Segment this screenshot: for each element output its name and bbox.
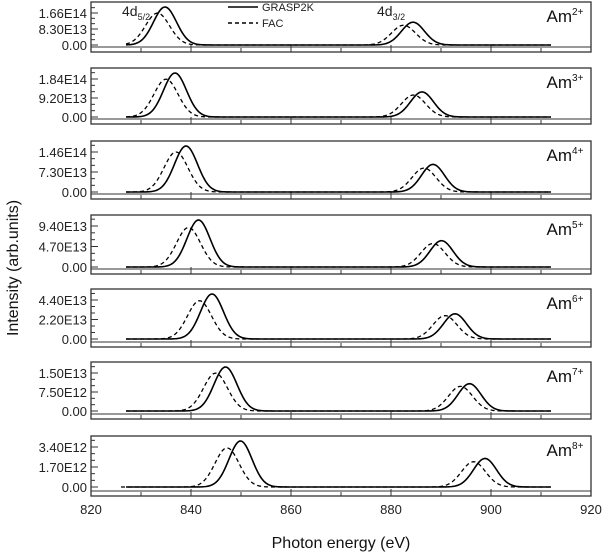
y-tick-label: 0.00 xyxy=(62,38,87,53)
curve-fac xyxy=(126,151,551,193)
peak-annotations: 4d5/2 4d3/2 xyxy=(122,3,405,22)
ion-label: Am8+ xyxy=(547,441,584,460)
panel-frame xyxy=(90,67,592,125)
legend: GRASP2K FAC xyxy=(228,2,315,30)
ion-label: Am4+ xyxy=(547,146,584,165)
x-tick-label: 820 xyxy=(80,502,102,517)
curve-fac xyxy=(121,447,551,488)
panel-frame xyxy=(90,140,592,200)
y-tick-label: 4.40E13 xyxy=(39,293,87,308)
ion-label: Am6+ xyxy=(547,294,584,313)
y-tick-label: 1.66E14 xyxy=(39,6,87,21)
peak-annotation: 4d3/2 xyxy=(377,3,405,22)
y-tick-label: 1.84E14 xyxy=(39,72,87,87)
ion-label: Am2+ xyxy=(547,7,584,26)
curve-fac xyxy=(126,226,551,268)
legend-label-grasp2k: GRASP2K xyxy=(262,2,315,14)
y-tick-label: 0.00 xyxy=(62,480,87,495)
x-tick-label: 920 xyxy=(580,502,602,517)
x-tick-label: 840 xyxy=(180,502,202,517)
panel-am-4plus: 0.00 7.30E13 1.46E14 Am4+ xyxy=(39,140,592,200)
x-tick-label: 900 xyxy=(480,502,502,517)
y-tick-label: 3.40E12 xyxy=(39,440,87,455)
curve-fac xyxy=(126,300,551,340)
y-tick-label: 1.46E14 xyxy=(39,145,87,160)
curve-grasp2k xyxy=(126,72,551,118)
legend-label-fac: FAC xyxy=(262,18,283,30)
panel-am-6plus: 0.00 2.20E13 4.40E13 Am6+ xyxy=(39,288,592,348)
curve-grasp2k xyxy=(126,145,551,193)
y-tick-label: 8.30E13 xyxy=(39,22,87,37)
curve-grasp2k xyxy=(125,6,551,46)
y-tick-label: 7.50E12 xyxy=(39,385,87,400)
ion-label: Am5+ xyxy=(547,220,584,239)
y-tick-label: 0.00 xyxy=(62,404,87,419)
x-tick-label: 860 xyxy=(280,502,302,517)
ion-label: Am3+ xyxy=(547,73,584,92)
panel-am-3plus: 0.00 9.20E13 1.84E14 Am3+ xyxy=(39,67,592,125)
panel-am-7plus: 0.00 7.50E12 1.50E13 Am7+ xyxy=(39,361,592,420)
y-tick-label: 0.00 xyxy=(62,332,87,347)
x-axis-title: Photon energy (eV) xyxy=(272,535,411,552)
curve-grasp2k xyxy=(126,440,551,488)
y-tick-label: 1.50E13 xyxy=(39,366,87,381)
curve-grasp2k xyxy=(126,219,551,268)
curve-grasp2k xyxy=(126,366,551,412)
curve-grasp2k xyxy=(126,293,551,340)
y-axis-title: Intensity (arb.units) xyxy=(5,200,22,336)
y-tick-label: 7.30E13 xyxy=(39,165,87,180)
y-tick-label: 9.40E13 xyxy=(39,219,87,234)
panel-am-8plus: 0.00 1.70E12 3.40E12 Am8+ xyxy=(39,435,592,497)
y-tick-label: 2.20E13 xyxy=(39,313,87,328)
panel-frame xyxy=(90,214,592,275)
y-tick-label: 9.20E13 xyxy=(39,91,87,106)
x-tick-label: 880 xyxy=(380,502,402,517)
y-tick-label: 0.00 xyxy=(62,110,87,125)
y-tick-label: 4.70E13 xyxy=(39,240,87,255)
curve-fac xyxy=(125,12,551,46)
panel-am-5plus: 0.00 4.70E13 9.40E13 Am5+ xyxy=(39,214,592,275)
y-tick-label: 0.00 xyxy=(62,260,87,275)
y-tick-label: 1.70E12 xyxy=(39,460,87,475)
ion-label: Am7+ xyxy=(547,367,584,386)
y-tick-label: 0.00 xyxy=(62,185,87,200)
x-axis: 820 840 860 880 900 920 xyxy=(80,502,602,517)
curve-fac xyxy=(126,372,551,412)
peak-annotation: 4d5/2 xyxy=(122,3,150,22)
curve-fac xyxy=(125,78,551,118)
